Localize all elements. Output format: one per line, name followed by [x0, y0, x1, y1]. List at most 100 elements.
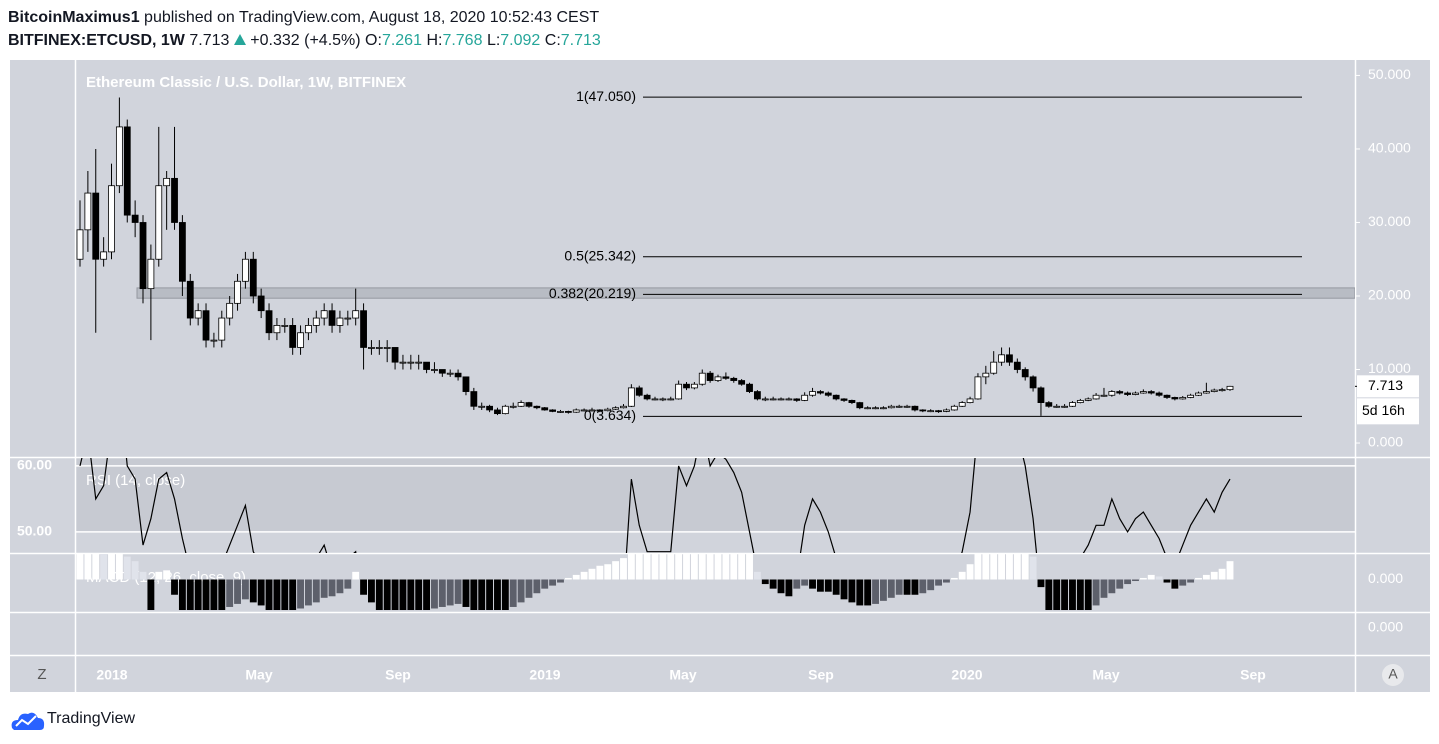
macd-bar	[525, 579, 533, 598]
macd-bar	[1195, 577, 1202, 580]
candle-body	[864, 407, 872, 410]
macd-bar	[415, 579, 423, 611]
candle-body	[1061, 405, 1068, 408]
candle	[572, 408, 580, 413]
candle	[1187, 393, 1195, 399]
macd-bar	[753, 571, 761, 580]
candle-body	[186, 280, 194, 319]
candle	[895, 404, 903, 408]
candle	[1218, 387, 1226, 392]
candle	[407, 354, 415, 370]
candle-body	[92, 192, 100, 260]
candle-body	[738, 380, 746, 385]
candle-body	[108, 185, 115, 253]
macd-bar	[1029, 556, 1037, 580]
candle	[242, 251, 249, 289]
candle-body	[785, 398, 793, 401]
macd-bar	[785, 579, 793, 597]
candle	[974, 373, 982, 400]
candle-body	[234, 280, 241, 304]
candle-body	[399, 361, 407, 364]
header: BitcoinMaximus1 published on TradingView…	[8, 6, 601, 52]
candle-body	[643, 394, 651, 400]
candle	[730, 376, 738, 383]
candle	[1053, 404, 1061, 408]
candle	[557, 409, 564, 413]
pane-separators	[10, 60, 1430, 692]
header-line1: BitcoinMaximus1 published on TradingView…	[8, 6, 601, 29]
macd-bar	[202, 579, 210, 611]
macd-bar	[509, 579, 517, 607]
macd-bar	[1163, 579, 1171, 583]
macd-bar	[1132, 579, 1139, 582]
macd-bar	[368, 579, 375, 603]
macd-bar	[1021, 554, 1029, 580]
macd-bar	[100, 554, 108, 580]
candle-body	[698, 372, 706, 385]
last: 7.713	[189, 32, 230, 49]
candle	[1029, 375, 1037, 392]
candle	[1076, 398, 1084, 404]
candle-body	[1202, 391, 1210, 394]
fib-label: 0.382(20.219)	[549, 285, 636, 301]
macd-bar	[344, 579, 352, 589]
candle	[659, 397, 667, 402]
macd-bar	[115, 554, 123, 580]
candle-body	[249, 258, 257, 297]
macd-bar	[872, 579, 879, 604]
candle-body	[281, 325, 289, 327]
candle	[1210, 388, 1218, 393]
candle	[549, 409, 557, 413]
macd-bar	[1139, 577, 1147, 580]
rsi-line	[79, 458, 1231, 553]
macd-bar	[249, 579, 257, 603]
macd-bar	[690, 554, 698, 580]
candle-body	[1021, 369, 1029, 378]
candle	[943, 408, 950, 413]
candle	[375, 340, 383, 355]
candle-body	[218, 317, 226, 341]
macd-bar	[793, 579, 801, 589]
macd-bar	[667, 554, 675, 580]
candle-body	[415, 361, 423, 364]
macd-bar	[478, 579, 486, 611]
candle-body	[352, 310, 360, 319]
candle	[675, 380, 683, 400]
candle-body	[265, 310, 273, 334]
candle	[856, 401, 864, 410]
auto-button[interactable]: A	[1388, 666, 1398, 682]
macd-bar	[1045, 579, 1053, 611]
candle	[541, 407, 549, 411]
candle	[706, 370, 714, 383]
logo-icon	[11, 712, 45, 730]
macd-bar	[304, 579, 312, 606]
candle	[1116, 390, 1124, 395]
macd-bar	[336, 579, 344, 594]
candle-body	[1226, 385, 1234, 391]
macd-bar	[1116, 579, 1124, 589]
candle-body	[360, 310, 367, 348]
candle	[1195, 391, 1202, 396]
candle	[470, 387, 478, 410]
candle	[131, 200, 139, 238]
candle	[777, 397, 785, 401]
candle-body	[919, 409, 927, 412]
candle-body	[840, 398, 848, 401]
candle-body	[242, 258, 249, 282]
candle-body	[226, 302, 234, 319]
candle	[1179, 395, 1187, 400]
auto-button-bg[interactable]	[1382, 664, 1404, 686]
candle	[769, 396, 777, 401]
candle-body	[1108, 391, 1116, 396]
macd-bar	[1100, 579, 1108, 598]
candle	[76, 200, 84, 267]
macd-bar	[895, 579, 903, 595]
macd-bar	[470, 579, 478, 611]
last-price-box	[1357, 375, 1419, 398]
candle	[92, 148, 100, 333]
candle-body	[1045, 402, 1053, 407]
candle-body	[1013, 361, 1021, 370]
zoom-button[interactable]: Z	[37, 666, 46, 683]
candle	[249, 251, 257, 304]
candle	[147, 244, 155, 341]
